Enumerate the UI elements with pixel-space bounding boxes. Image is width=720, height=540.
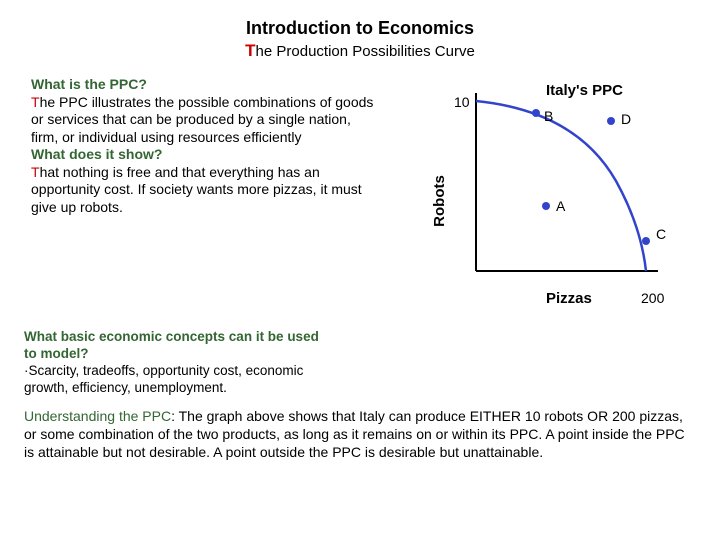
svg-text:10: 10 — [454, 94, 470, 110]
subtitle-rest: he Production Possibilities Curve — [256, 43, 475, 60]
svg-text:Robots: Robots — [431, 175, 448, 227]
a1-initial: T — [31, 94, 40, 110]
a2-initial: T — [31, 164, 40, 180]
svg-text:Pizzas: Pizzas — [546, 290, 592, 307]
content-row: What is the PPC? The PPC illustrates the… — [24, 71, 696, 321]
page-title: Introduction to Economics — [24, 18, 696, 39]
answer-1: he PPC illustrates the possible combinat… — [31, 94, 373, 145]
question-1: What is the PPC? — [31, 76, 147, 92]
svg-text:B: B — [544, 108, 553, 124]
concepts-heading: What basic economic concepts can it be u… — [24, 329, 319, 361]
concepts-body: ·Scarcity, tradeoffs, opportunity cost, … — [24, 363, 303, 395]
understanding-block: Understanding the PPC: The graph above s… — [24, 407, 696, 462]
question-2: What does it show? — [31, 146, 162, 162]
svg-text:200: 200 — [641, 290, 665, 306]
answer-2: hat nothing is free and that everything … — [31, 164, 362, 215]
svg-text:D: D — [621, 111, 631, 127]
svg-text:C: C — [656, 226, 666, 242]
explanation-box: What is the PPC? The PPC illustrates the… — [24, 71, 386, 321]
subtitle-initial: T — [245, 41, 255, 60]
understanding-lead: Understanding the PPC — [24, 408, 171, 424]
chart-container: 10 Italy's PPC Robots Pizzas 200 A B C D — [396, 71, 696, 321]
svg-text:Italy's PPC: Italy's PPC — [546, 82, 623, 99]
concepts-block: What basic economic concepts can it be u… — [24, 329, 334, 397]
svg-text:A: A — [556, 198, 566, 214]
ppc-chart: 10 Italy's PPC Robots Pizzas 200 A B C D — [396, 71, 696, 321]
page-subtitle: The Production Possibilities Curve — [24, 41, 696, 61]
